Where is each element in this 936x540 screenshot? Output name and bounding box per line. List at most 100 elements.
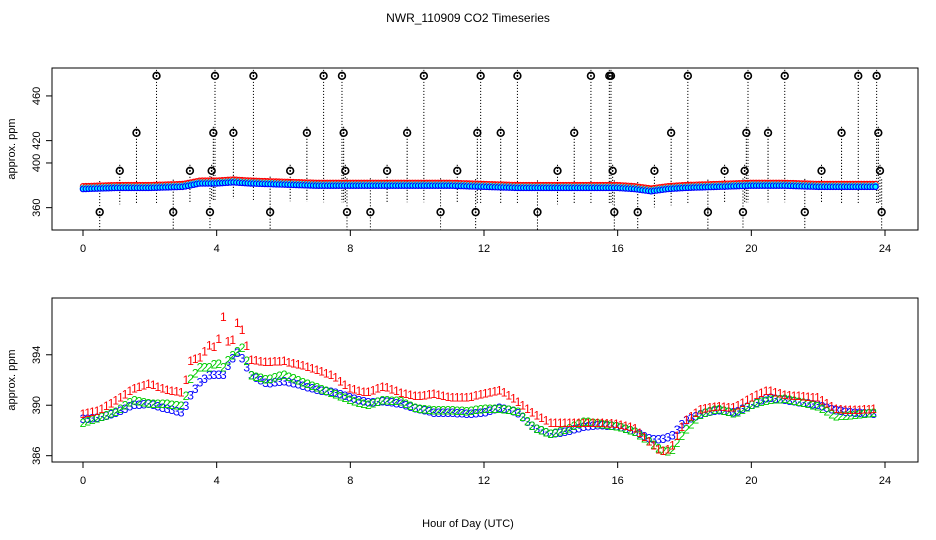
top-plot-frame xyxy=(51,67,919,231)
series-2-marker: 2 xyxy=(824,405,831,419)
series-3-marker: 3 xyxy=(98,410,105,424)
series-1-marker: 1 xyxy=(276,354,283,368)
top-spike-point-core xyxy=(611,169,614,172)
top-spike-point xyxy=(877,207,886,217)
series-2-marker: 2 xyxy=(524,414,531,428)
top-spike-point xyxy=(872,71,881,81)
series-1-marker: 1 xyxy=(379,380,386,394)
series-3-marker: 3 xyxy=(613,420,620,434)
series-3-marker: 3 xyxy=(112,406,119,420)
x-tick-label: 0 xyxy=(80,243,86,255)
series-1-marker: 1 xyxy=(220,310,227,324)
series-1-marker: 1 xyxy=(431,387,438,401)
top-spike-point xyxy=(473,128,482,138)
series-3-marker: 3 xyxy=(84,412,91,426)
series-3-marker: 3 xyxy=(533,422,540,436)
series-2-marker: 2 xyxy=(80,416,87,430)
series-1-marker: 1 xyxy=(239,323,246,337)
series-3-marker: 3 xyxy=(131,398,138,412)
series-2-marker: 2 xyxy=(828,408,835,422)
series-1-marker: 1 xyxy=(861,403,868,417)
top-spike-point-core xyxy=(573,131,576,134)
top-spike-point xyxy=(453,166,462,175)
series-1-marker: 1 xyxy=(660,444,667,458)
bottom-plot-frame xyxy=(51,297,919,463)
bottom-y-axis-label: approx. ppm xyxy=(6,349,18,410)
series-3-marker: 3 xyxy=(318,384,325,398)
series-3-marker: 3 xyxy=(627,424,634,438)
y-tick-label: 460 xyxy=(31,87,43,105)
series-3-marker: 3 xyxy=(730,406,737,420)
series-3-marker: 3 xyxy=(669,428,676,442)
series-3-marker: 3 xyxy=(547,427,554,441)
series-1-marker: 1 xyxy=(300,359,307,373)
series-3-marker: 3 xyxy=(852,406,859,420)
series-1-marker: 1 xyxy=(416,389,423,403)
top-spike-point-core xyxy=(747,74,749,77)
series-3-marker: 3 xyxy=(370,395,377,409)
series-1-marker: 1 xyxy=(257,354,264,368)
top-spike-point-core xyxy=(877,131,880,134)
series-1-marker: 1 xyxy=(328,368,335,382)
series-1-marker: 1 xyxy=(524,402,531,416)
y-tick-label: 390 xyxy=(31,396,43,414)
series-3-marker: 3 xyxy=(735,404,742,418)
series-2-marker: 2 xyxy=(370,396,377,410)
series-3-marker: 3 xyxy=(636,427,643,441)
series-1-marker: 1 xyxy=(309,361,316,375)
series-3-marker: 3 xyxy=(290,377,297,391)
series-2-marker: 2 xyxy=(98,410,105,424)
series-3-marker: 3 xyxy=(650,432,657,446)
top-spike-point-core xyxy=(783,74,786,77)
top-y-axis: 360 400 420 460 xyxy=(31,87,52,217)
top-spike-point-core xyxy=(342,131,345,134)
series-3-marker: 3 xyxy=(398,397,405,411)
series-1-marker: 1 xyxy=(314,363,321,377)
series-3-marker: 3 xyxy=(108,407,115,421)
series-3-marker: 3 xyxy=(786,394,793,408)
x-tick-label: 16 xyxy=(612,243,624,255)
top-spike-point xyxy=(285,166,295,175)
series-1-marker: 1 xyxy=(618,418,625,432)
series-3-marker: 3 xyxy=(239,351,246,365)
series-3-marker: 3 xyxy=(262,376,269,390)
series-1-marker: 1 xyxy=(225,335,232,349)
x-tick-label: 20 xyxy=(745,475,757,487)
top-spike-point xyxy=(152,71,161,81)
top-spike-point-core xyxy=(723,169,726,172)
top-spike-point xyxy=(586,71,596,81)
top-spike-point-core xyxy=(189,169,191,172)
top-spike-point xyxy=(342,207,352,217)
series-3-marker: 3 xyxy=(281,374,288,388)
series-2-marker: 2 xyxy=(435,403,442,417)
series-1-marker: 1 xyxy=(510,392,517,406)
series-2-marker: 2 xyxy=(276,369,283,383)
series-2-marker: 2 xyxy=(431,403,438,417)
series-2-marker: 2 xyxy=(519,410,526,424)
series-2-marker: 2 xyxy=(332,388,339,402)
top-spike-point xyxy=(339,128,348,138)
series-3-marker: 3 xyxy=(772,392,779,406)
series-1-marker: 1 xyxy=(505,389,512,403)
top-spike-point xyxy=(608,166,617,175)
series-3-marker: 3 xyxy=(838,404,845,418)
top-spike-point-core xyxy=(479,74,482,77)
top-spike-point xyxy=(633,207,642,217)
series-2-marker: 2 xyxy=(646,435,653,449)
series-1-marker: 1 xyxy=(781,388,788,402)
top-spike-point-core xyxy=(653,169,656,172)
series-3-marker: 3 xyxy=(360,395,367,409)
series-1-marker: 1 xyxy=(725,400,732,414)
series-3-marker: 3 xyxy=(346,390,353,404)
series-3-marker: 3 xyxy=(781,393,788,407)
series-2-marker: 2 xyxy=(342,391,349,405)
top-spike-point xyxy=(382,166,392,175)
series-1-marker: 1 xyxy=(197,350,204,364)
series-1-marker: 1 xyxy=(80,407,87,421)
series-1-marker: 1 xyxy=(388,382,395,396)
series-2-marker: 2 xyxy=(501,403,508,417)
series-3-marker: 3 xyxy=(571,423,578,437)
series-2-marker: 2 xyxy=(777,392,784,406)
series-3-marker: 3 xyxy=(538,424,545,438)
series-2-marker: 2 xyxy=(398,395,405,409)
